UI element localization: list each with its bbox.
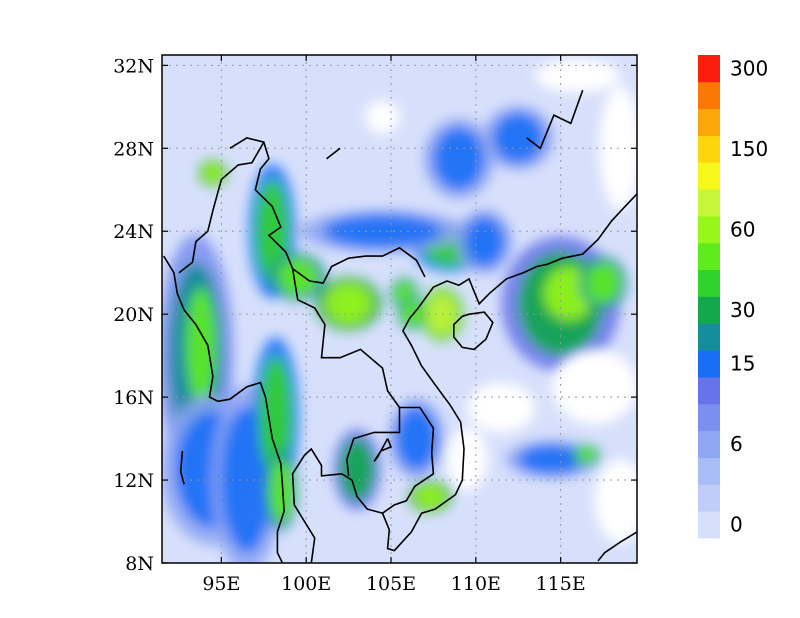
colorbar-swatch [698, 189, 720, 217]
precip-cell [202, 162, 224, 184]
coastline-segment [453, 311, 494, 351]
precip-cell [586, 262, 621, 304]
precip-cell [185, 287, 217, 404]
precip-cell [323, 214, 442, 248]
lon-tick-label: 115E [536, 573, 586, 595]
lat-tick-label: 24N [113, 221, 154, 243]
colorbar-swatch [698, 323, 720, 351]
coastline-segment [229, 137, 426, 284]
coastline-segment [163, 255, 285, 563]
precip-cell [258, 355, 293, 481]
precip-cell [433, 127, 485, 190]
colorbar-swatch [698, 162, 720, 190]
colorbar-swatch [698, 108, 720, 136]
colorbar-swatch [698, 484, 720, 512]
colorbar-swatch [698, 350, 720, 378]
coastline-segment [179, 450, 185, 485]
colorbar-swatch [698, 81, 720, 110]
precip-cell [396, 407, 437, 470]
colorbar-swatch [698, 296, 720, 324]
colorbar-swatch [698, 135, 720, 163]
colorbar-label: 150 [730, 137, 768, 161]
axis-ticks: 95E 100E 105E 110E 115E 8N 12N 16N 20N 24N 28N 32N [113, 55, 637, 595]
precip-cell [277, 258, 319, 296]
colorbar-swatch [698, 242, 720, 271]
precip-cell [426, 293, 458, 335]
lat-tick-label: 8N [125, 553, 154, 575]
lat-tick-label: 16N [113, 387, 154, 409]
colorbar-label: 60 [730, 217, 755, 241]
colorbar-swatch [698, 55, 720, 83]
coastline-segment [597, 531, 637, 562]
no-data-region [365, 100, 400, 134]
colorbar-label: 30 [730, 298, 755, 322]
precip-field-blobs [162, 105, 627, 563]
colorbar-label: 300 [730, 56, 768, 80]
colorbar-label: 0 [730, 513, 743, 537]
colorbar-swatch [698, 269, 720, 297]
precip-cell [268, 459, 293, 522]
no-data-region [467, 382, 536, 433]
no-data-region [447, 428, 488, 491]
colorbar-label: 6 [730, 432, 743, 456]
colorbar-swatch [698, 457, 720, 485]
coastline-segment [373, 438, 393, 462]
colorbar-label: 15 [730, 352, 755, 376]
coastline-segment [291, 268, 401, 476]
coastline-segment [178, 141, 265, 274]
precip-cell [340, 438, 375, 501]
colorbar-swatch [698, 377, 720, 405]
precip-cell [324, 283, 373, 325]
precip-cell [401, 301, 422, 327]
lat-tick-label: 12N [113, 470, 154, 492]
colorbar-swatch [698, 430, 720, 458]
coastline-segment [382, 406, 435, 514]
precip-cell [414, 484, 446, 510]
lon-tick-label: 95E [202, 573, 240, 595]
coastline-segment [326, 147, 341, 160]
precip-cell [575, 446, 597, 464]
coastline-segment [526, 89, 584, 150]
colorbar-swatch [698, 403, 720, 432]
plot-area [162, 55, 637, 563]
no-data-region [594, 459, 637, 543]
coastline-segment [291, 193, 637, 563]
lon-tick-label: 100E [281, 573, 331, 595]
no-data-region [535, 59, 621, 93]
plot-frame [161, 54, 638, 564]
lat-tick-label: 28N [113, 138, 154, 160]
lat-tick-label: 20N [113, 304, 154, 326]
precip-cell [518, 444, 587, 474]
precip-cell [463, 216, 505, 267]
grid-lines [162, 55, 637, 563]
precip-cell [255, 179, 290, 284]
lat-tick-label: 32N [113, 55, 154, 77]
no-data-region [552, 349, 637, 425]
precip-no-data-areas [365, 59, 637, 543]
colorbar-swatch [698, 511, 720, 539]
lon-tick-label: 110E [451, 573, 501, 595]
colorbar: 0 6 15 30 60 150 300 [698, 55, 768, 539]
coastline-borders [163, 89, 637, 563]
colorbar-swatch [698, 216, 720, 244]
precip-cell [492, 113, 544, 163]
lon-tick-label: 105E [366, 573, 416, 595]
